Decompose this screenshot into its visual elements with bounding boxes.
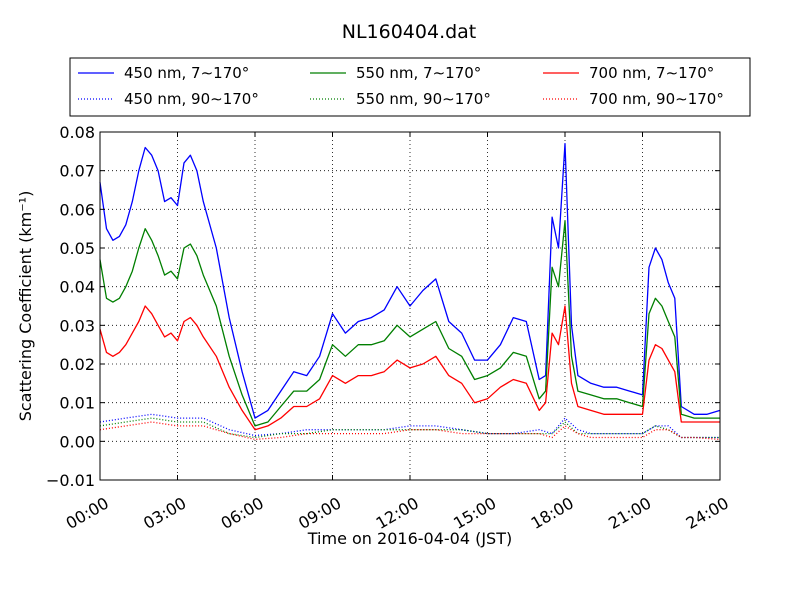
x-tick-label: 09:00 xyxy=(295,493,344,533)
y-tick-label: 0.06 xyxy=(59,200,95,219)
x-tick-label: 21:00 xyxy=(605,493,654,533)
x-tick-label: 06:00 xyxy=(218,493,267,533)
x-tick-label: 00:00 xyxy=(63,493,112,533)
y-tick-label: 0.04 xyxy=(59,278,95,297)
y-tick-label: 0.01 xyxy=(59,394,95,413)
x-tick-label: 12:00 xyxy=(373,493,422,533)
y-tick-label: 0.08 xyxy=(59,123,95,142)
x-tick-label: 18:00 xyxy=(528,493,577,533)
y-tick-label: −0.01 xyxy=(46,471,95,490)
y-tick-label: 0.02 xyxy=(59,355,95,374)
grid xyxy=(100,132,720,480)
y-tick-label: 0.05 xyxy=(59,239,95,258)
y-tick-label: 0.00 xyxy=(59,432,95,451)
y-tick-label: 0.03 xyxy=(59,316,95,335)
series-line xyxy=(99,421,721,441)
x-axis-label: Time on 2016-04-04 (JST) xyxy=(307,529,512,548)
ticks: 00:00 03:00 06:00 09:00 12:00 15:00 18:00 21:00… xyxy=(46,123,732,533)
legend-label: 450 nm, 7∼170° xyxy=(124,64,249,82)
y-tick-label: 0.07 xyxy=(59,162,95,181)
x-tick-label: 15:00 xyxy=(450,493,499,533)
chart-title: NL160404.dat xyxy=(342,21,477,43)
series-line xyxy=(99,305,720,431)
x-tick-label: 03:00 xyxy=(140,493,189,533)
legend-label: 550 nm, 90∼170° xyxy=(356,90,491,108)
legend-label: 700 nm, 90∼170° xyxy=(589,90,724,108)
series-line xyxy=(99,142,721,419)
y-axis-label: Scattering Coefficient (km⁻¹) xyxy=(16,191,35,422)
x-tick-label: 24:00 xyxy=(683,493,732,533)
series-line xyxy=(99,220,720,427)
legend-label: 700 nm, 7∼170° xyxy=(589,64,714,82)
legend-box xyxy=(69,57,751,117)
series-line xyxy=(99,417,720,439)
legend-label: 550 nm, 7∼170° xyxy=(356,64,481,82)
series-group xyxy=(99,142,721,441)
legend: 450 nm, 7∼170° 450 nm, 90∼170° 550 nm, 7∼1… xyxy=(78,64,724,108)
legend-label: 450 nm, 90∼170° xyxy=(124,90,259,108)
series-line xyxy=(99,413,720,439)
